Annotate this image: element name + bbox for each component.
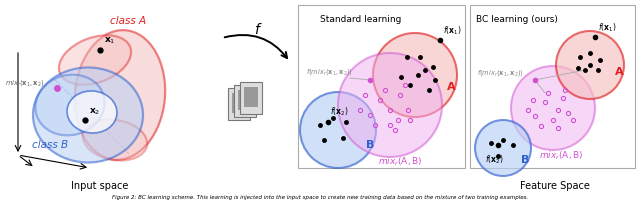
- Bar: [298, 5, 465, 168]
- Ellipse shape: [83, 120, 147, 161]
- Bar: [470, 5, 635, 168]
- Text: class A: class A: [110, 16, 146, 26]
- Bar: [228, 88, 250, 120]
- Text: Standard learning: Standard learning: [320, 15, 401, 24]
- Ellipse shape: [35, 75, 105, 135]
- Ellipse shape: [59, 35, 131, 85]
- Bar: [238, 90, 252, 110]
- Text: $mix_r(\mathrm{A,B})$: $mix_r(\mathrm{A,B})$: [378, 156, 422, 169]
- Text: $f(\mathbf{x}_2)$: $f(\mathbf{x}_2)$: [485, 153, 504, 166]
- Text: $f(\mathbf{x}_1)$: $f(\mathbf{x}_1)$: [598, 21, 617, 34]
- Ellipse shape: [556, 31, 624, 99]
- Ellipse shape: [67, 91, 117, 133]
- Ellipse shape: [373, 33, 457, 117]
- Text: $mix_r(\mathbf{x}_1,\mathbf{x}_2)$: $mix_r(\mathbf{x}_1,\mathbf{x}_2)$: [5, 78, 44, 88]
- Text: Input space: Input space: [71, 181, 129, 191]
- Text: BC learning (ours): BC learning (ours): [476, 15, 558, 24]
- Text: $\mathbf{x}_2$: $\mathbf{x}_2$: [89, 106, 100, 117]
- Bar: [234, 85, 256, 117]
- Bar: [232, 93, 246, 113]
- Text: Feature Space: Feature Space: [520, 181, 590, 191]
- Text: $mix_r(\mathrm{A,B})$: $mix_r(\mathrm{A,B})$: [539, 149, 583, 162]
- Text: $f$: $f$: [253, 22, 262, 38]
- Ellipse shape: [475, 120, 531, 176]
- Text: A: A: [447, 82, 456, 92]
- Text: A: A: [615, 67, 623, 77]
- Text: $\mathbf{x}_1$: $\mathbf{x}_1$: [104, 35, 115, 46]
- Text: $f(mix_r(\mathbf{x}_1,\mathbf{x}_2))$: $f(mix_r(\mathbf{x}_1,\mathbf{x}_2))$: [306, 67, 353, 77]
- Text: $f(\mathbf{x}_2)$: $f(\mathbf{x}_2)$: [330, 105, 349, 118]
- Text: B: B: [366, 140, 374, 150]
- Ellipse shape: [300, 92, 376, 168]
- Ellipse shape: [338, 53, 442, 157]
- Text: $f(mix_r(\mathbf{x}_1,\mathbf{x}_2))$: $f(mix_r(\mathbf{x}_1,\mathbf{x}_2))$: [477, 68, 524, 78]
- Bar: [244, 87, 258, 107]
- Ellipse shape: [75, 30, 165, 160]
- Ellipse shape: [511, 66, 595, 150]
- Text: B: B: [521, 155, 529, 165]
- Text: $f(\mathbf{x}_1)$: $f(\mathbf{x}_1)$: [443, 24, 461, 37]
- Ellipse shape: [33, 68, 143, 163]
- Text: Figure 2: BC learning scheme. This learning is injected into the input space to : Figure 2: BC learning scheme. This learn…: [112, 195, 528, 201]
- Text: class B: class B: [32, 140, 68, 150]
- Bar: [240, 82, 262, 114]
